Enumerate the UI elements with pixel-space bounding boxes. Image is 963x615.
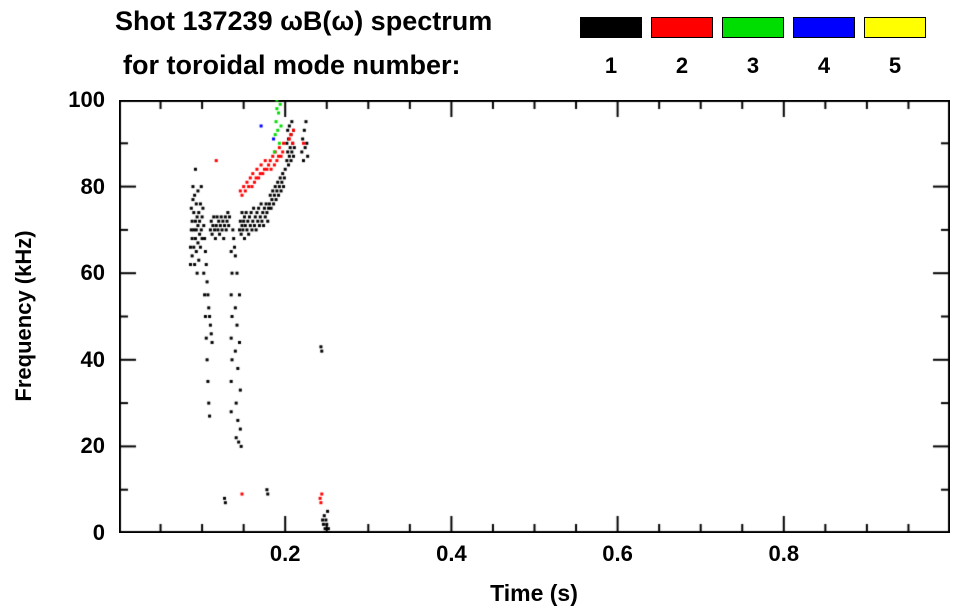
x-tick-label-0.8: 0.8 (768, 541, 800, 566)
y-axis-label: Frequency (kHz) (11, 230, 36, 402)
legend-number-4: 4 (817, 53, 831, 78)
legend-swatch-mode-4 (793, 17, 855, 38)
legend-numbers: 1 2 3 4 5 (580, 53, 926, 79)
legend-swatch-mode-3 (722, 17, 784, 38)
legend-swatches (580, 17, 926, 38)
chart-title-line2: for toroidal mode number: (123, 50, 461, 80)
y-tick-label-60: 60 (80, 260, 105, 286)
legend-swatch-mode-1 (580, 17, 642, 38)
legend-number-2: 2 (675, 53, 689, 78)
plot-canvas (119, 100, 950, 533)
y-tick-label-0: 0 (92, 520, 105, 545)
x-tick-label-0.2: 0.2 (269, 541, 301, 566)
y-tick-label-80: 80 (80, 173, 105, 199)
x-tick-label-0.6: 0.6 (602, 541, 633, 566)
legend-number-5: 5 (888, 53, 902, 78)
legend-swatch-mode-2 (651, 17, 713, 38)
y-tick-label-20: 20 (80, 433, 105, 459)
y-tick-label-100: 100 (68, 87, 105, 112)
legend-number-3: 3 (746, 53, 760, 78)
chart-title-line1: Shot 137239 ωB(ω) spectrum (115, 6, 493, 36)
legend-swatch-mode-5 (864, 17, 926, 38)
x-tick-label-0.4: 0.4 (436, 541, 467, 566)
legend-number-1: 1 (604, 53, 618, 78)
x-axis-label: Time (s) (490, 580, 578, 606)
y-tick-label-40: 40 (80, 346, 105, 372)
